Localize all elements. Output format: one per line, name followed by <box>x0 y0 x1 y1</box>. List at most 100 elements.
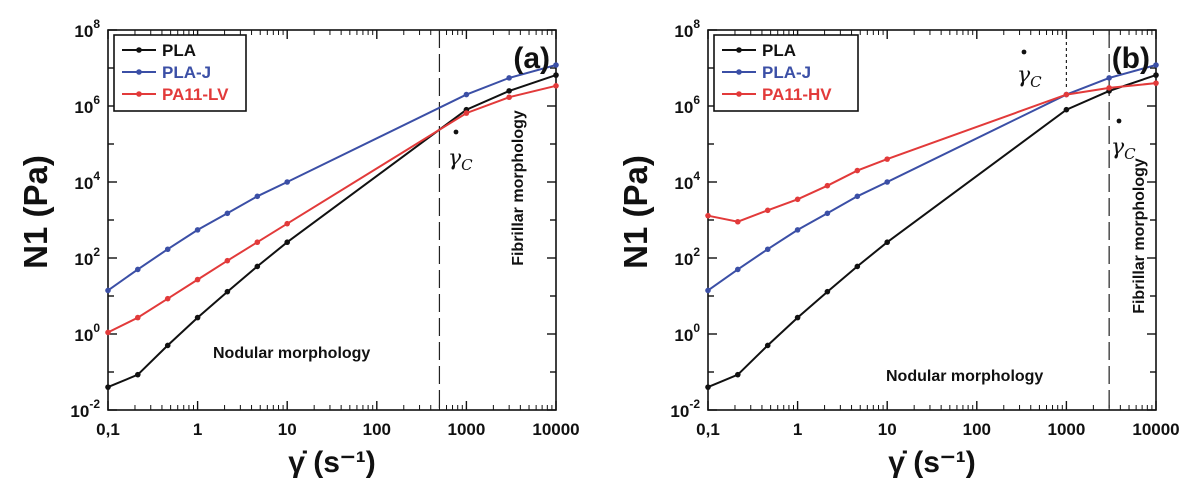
legend-marker <box>136 69 142 75</box>
data-point <box>506 75 512 81</box>
x-tick-label: 100 <box>963 420 991 439</box>
critical-shear-dot <box>1021 49 1027 55</box>
y-axis-label: N1 (Pa) <box>617 155 654 269</box>
x-tick-label: 10 <box>278 420 297 439</box>
x-tick-label: 10000 <box>1132 420 1179 439</box>
series-line-pla-j <box>107 64 557 292</box>
x-tick-label: 0,1 <box>696 420 720 439</box>
fibrillar-region-label: Fibrillar morphology <box>510 110 527 266</box>
data-point <box>854 193 861 200</box>
series-line-pa11-lv <box>107 84 557 334</box>
y-tick-label: 100 <box>74 321 100 345</box>
data-point <box>134 371 141 378</box>
data-point <box>164 342 171 349</box>
data-point <box>854 167 861 174</box>
x-tick-label: 0,1 <box>96 420 120 439</box>
data-point <box>705 212 711 219</box>
x-axis-label: γ̇ (s⁻¹) <box>888 446 976 479</box>
series-line-pla <box>707 74 1157 389</box>
chart-panel-a: 0,1 1 10 100 1000 10000 10-2 100 102 104 106 108 N1 … <box>17 17 580 479</box>
data-point <box>794 227 801 233</box>
critical-shear-rate-label: γC <box>448 146 473 174</box>
x-tick-label: 1000 <box>1047 420 1085 439</box>
x-tick-label: 1 <box>793 420 802 439</box>
data-point <box>884 179 890 185</box>
x-axis-label: γ̇ (s⁻¹) <box>288 446 376 479</box>
y-tick-label: 108 <box>674 17 700 41</box>
x-tick-label: 1 <box>193 420 202 439</box>
data-point <box>224 288 231 295</box>
data-point <box>463 110 470 116</box>
legend-marker <box>736 47 742 53</box>
data-point <box>1063 91 1070 98</box>
y-tick-label: 100 <box>674 321 700 345</box>
data-point <box>284 220 291 227</box>
data-point <box>224 257 231 264</box>
data-point <box>734 266 741 273</box>
panel-label: (a) <box>513 42 550 75</box>
data-point <box>254 193 261 200</box>
data-point <box>134 266 141 273</box>
x-tick-label: 10000 <box>532 420 579 439</box>
y-tick-label: 106 <box>74 93 100 117</box>
data-point <box>884 239 890 246</box>
y-tick-label: 102 <box>674 245 700 269</box>
y-tick-label: 10-2 <box>70 397 100 421</box>
legend-label: PLA <box>162 41 196 60</box>
data-point <box>284 179 291 185</box>
data-point <box>734 218 741 225</box>
data-point <box>105 384 111 390</box>
critical-shear-rate-label: γC <box>1017 63 1042 91</box>
data-point <box>764 207 771 214</box>
data-point <box>884 156 890 162</box>
data-point <box>734 371 741 378</box>
data-point <box>705 384 711 390</box>
series-line-pa11-hv <box>707 82 1157 223</box>
critical-shear-dot <box>1116 118 1122 124</box>
y-tick-label: 104 <box>674 169 700 193</box>
data-point <box>1153 72 1159 78</box>
data-point <box>824 182 831 189</box>
data-point <box>254 239 261 246</box>
data-point <box>824 288 831 295</box>
y-tick-label: 10-2 <box>670 397 700 421</box>
legend-label: PLA <box>762 41 796 60</box>
y-tick-label: 104 <box>74 169 100 193</box>
nodular-region-label: Nodular morphology <box>213 345 370 362</box>
data-point <box>553 62 559 68</box>
legend-marker <box>136 47 142 53</box>
data-point <box>194 276 201 283</box>
data-point <box>1063 106 1070 113</box>
chart-panel-b: 0,1 1 10 100 1000 10000 10-2 100 102 104 106 108 N1 … <box>617 17 1180 479</box>
legend-marker <box>736 69 742 75</box>
critical-shear-rate-label: γC <box>1111 135 1136 163</box>
data-point <box>824 210 831 217</box>
x-tick-label: 100 <box>363 420 391 439</box>
data-point <box>463 91 470 98</box>
data-point <box>224 210 231 217</box>
data-point <box>194 314 201 321</box>
x-tick-label: 10 <box>878 420 897 439</box>
y-tick-label: 108 <box>74 17 100 41</box>
data-point <box>506 94 512 101</box>
legend-marker <box>736 91 742 97</box>
data-point <box>164 246 171 253</box>
legend-label: PLA-J <box>762 63 811 82</box>
y-tick-label: 106 <box>674 93 700 117</box>
data-point <box>553 72 559 78</box>
data-point <box>105 287 111 294</box>
data-point <box>794 196 801 203</box>
y-axis-label: N1 (Pa) <box>17 155 54 269</box>
data-point <box>794 314 801 321</box>
data-point <box>194 227 201 233</box>
data-point <box>1106 75 1112 81</box>
data-point <box>705 287 711 294</box>
y-tick-label: 102 <box>74 245 100 269</box>
data-point <box>164 295 171 302</box>
series-line-pla <box>107 74 557 389</box>
data-point <box>134 314 141 321</box>
data-point <box>553 83 559 89</box>
data-point <box>1106 85 1112 91</box>
data-point <box>764 246 771 253</box>
legend-label: PLA-J <box>162 63 211 82</box>
